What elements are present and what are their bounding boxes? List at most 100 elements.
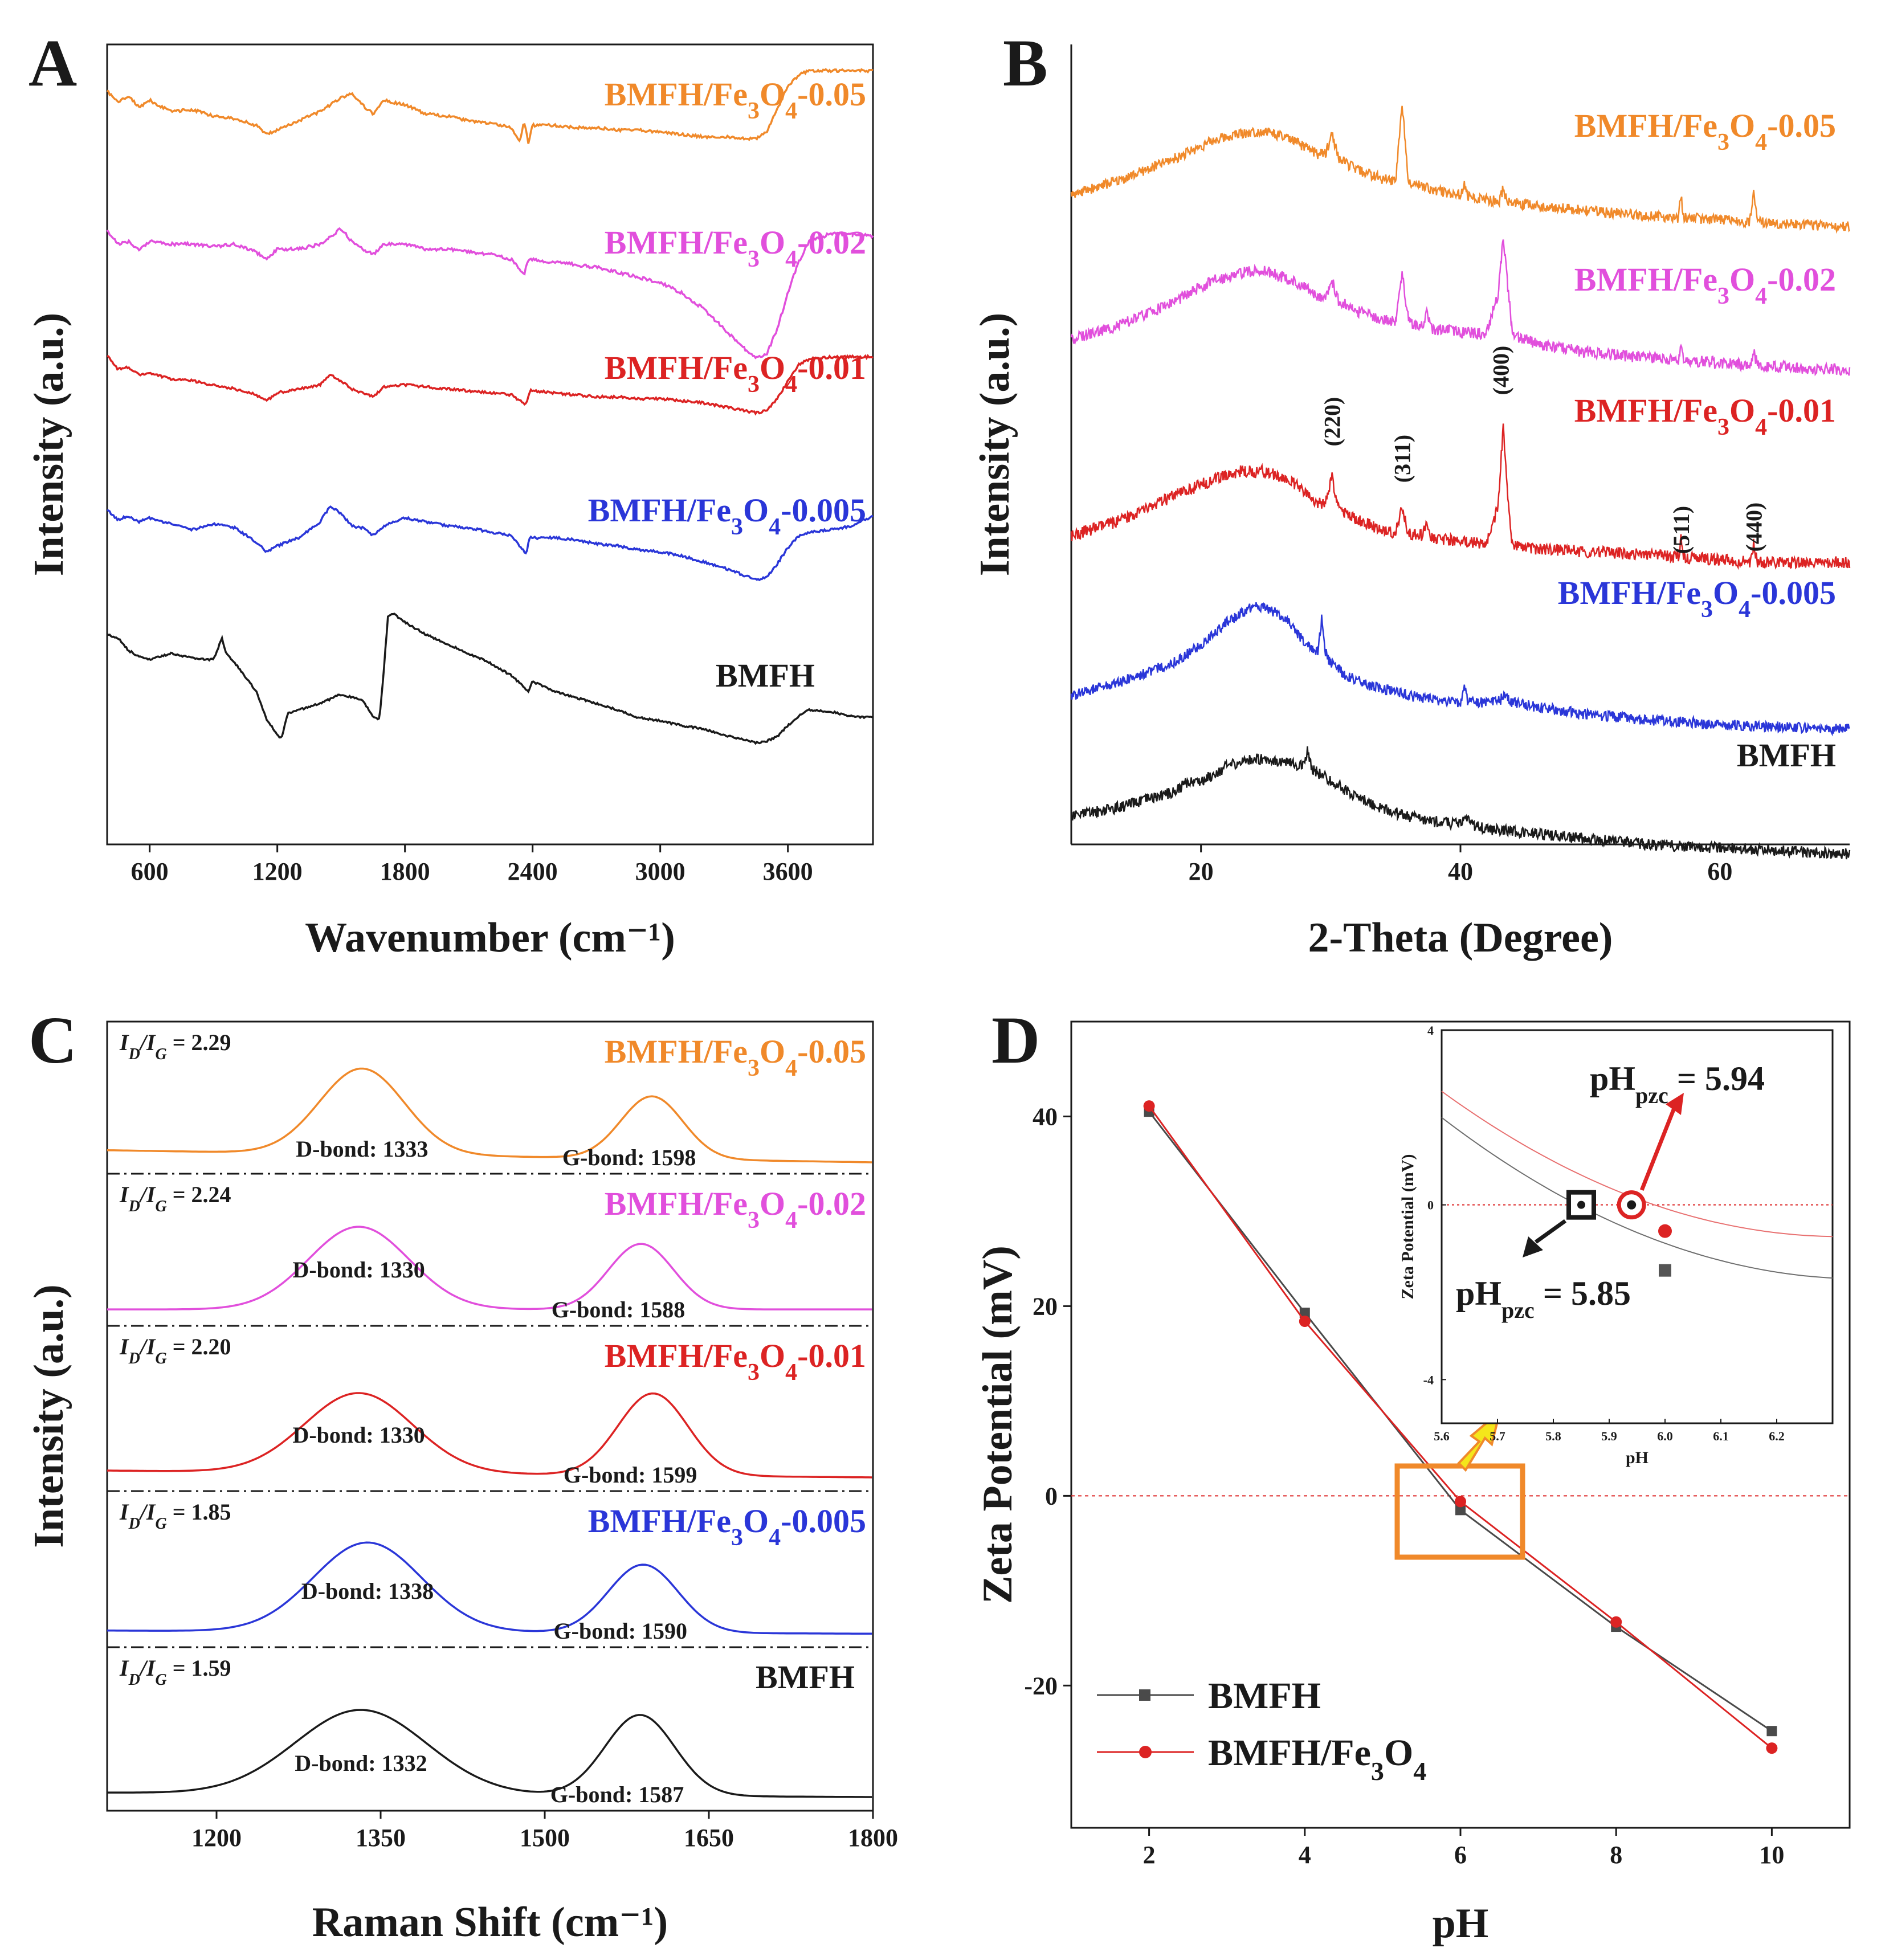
- panel-d-inset-x-tick-label-6: 6.2: [1769, 1429, 1785, 1443]
- panel-c-label-1-part-1: 3: [748, 1207, 760, 1234]
- panel-d-pzc-label-0-part-2: = 5.85: [1535, 1275, 1631, 1312]
- panel-d-y-tick-label-0: -20: [1024, 1672, 1058, 1700]
- panel-b-label-3-part-3: 4: [1739, 597, 1750, 623]
- panel-a-label-3-part-2: O: [743, 492, 769, 529]
- panel-c-ratio-val-0: = 2.29: [167, 1030, 231, 1055]
- panel-d-point-1-1: [1299, 1316, 1311, 1328]
- panel-c-label-0-part-0: BMFH/Fe: [605, 1033, 748, 1070]
- panel-d-legend-text-1-part-0: BMFH/Fe: [1208, 1732, 1371, 1774]
- panel-b-line-3: [1070, 602, 1850, 737]
- panel-a-line-3: [107, 505, 874, 582]
- panel-d-pzc-label-1-part-2: = 5.94: [1668, 1060, 1765, 1097]
- panel-c-ratio-i1-0: I: [119, 1030, 129, 1055]
- panel-c-label-2-part-3: 4: [785, 1359, 797, 1386]
- panel-a-label-0: BMFH/Fe3O4-0.05: [605, 76, 866, 124]
- panel-b-peak-label-2: (400): [1488, 346, 1514, 395]
- panel-c-ratio-i1-4: I: [119, 1655, 129, 1681]
- panel-a-x-tick-label-3: 2400: [508, 858, 558, 885]
- panel-c-g-label-1: G-bond: 1588: [552, 1297, 685, 1322]
- panel-a-label-3-part-0: BMFH/Fe: [588, 492, 731, 529]
- panel-d-pzc-arrow-red-icon: [1639, 1104, 1678, 1191]
- panel-c-d-label-1: D-bond: 1330: [292, 1257, 425, 1283]
- panel-c-ratio-1: ID/IG = 2.24: [119, 1182, 231, 1215]
- panel-b-label-2-part-0: BMFH/Fe: [1574, 392, 1717, 429]
- panel-b-line-4: [1070, 746, 1851, 860]
- panel-b-label-1-part-2: O: [1729, 261, 1755, 298]
- panel-c-ratio-slash-1: /I: [138, 1182, 156, 1207]
- panel-a-label-1: BMFH/Fe3O4-0.02: [605, 224, 866, 272]
- panel-d-pzc-label-0-part-1: pzc: [1501, 1297, 1535, 1323]
- panel-c-label-2-part-1: 3: [748, 1359, 760, 1386]
- panel-a-label-2-part-3: 4: [785, 371, 797, 398]
- panel-d-inset-x-tick-label-4: 6.0: [1657, 1429, 1673, 1443]
- panel-b-peak-label-4: (440): [1741, 503, 1767, 552]
- panel-b-label-1: BMFH/Fe3O4-0.02: [1574, 261, 1836, 309]
- panel-b-x-tick-label-2: 60: [1707, 858, 1732, 885]
- panel-c-ratio-g-3: G: [156, 1515, 167, 1533]
- panel-a-label-0-part-3: 4: [785, 98, 797, 124]
- panel-d-pzc-square-marker: [1566, 1190, 1596, 1220]
- panel-a-line-4: [107, 612, 874, 745]
- panel-c-ratio-d-0: D: [128, 1046, 140, 1063]
- panel-c-g-label-3: G-bond: 1590: [554, 1618, 688, 1644]
- panel-b-label-1-part-1: 3: [1717, 283, 1729, 309]
- panel-a-x-tick-label-0: 600: [131, 858, 169, 885]
- panel-a-label-1-part-4: -0.02: [797, 224, 866, 261]
- panel-b-label-3-part-0: BMFH/Fe: [1558, 574, 1701, 611]
- panel-d-pzc-arrowhead-red-icon: [1666, 1093, 1684, 1115]
- panel-d-inset-curve-0: [1441, 1117, 1833, 1279]
- panel-d-pzc-label-1-part-0: pH: [1590, 1060, 1635, 1097]
- panel-b-line-0: [1070, 105, 1850, 234]
- panel-a-label-2-part-1: 3: [748, 371, 760, 398]
- panel-b-label-0-part-2: O: [1729, 107, 1755, 144]
- panel-a-line-0: [107, 68, 874, 144]
- panel-d-letter: D: [991, 1003, 1040, 1077]
- panel-c-ratio-i1-1: I: [119, 1182, 129, 1207]
- panel-d-inset: 5.6 5.7 5.8 5.9 6.0 6.1 6.2 -4 0 4 pH Zeta Potentia…: [1398, 1023, 1834, 1467]
- panel-d-pzc-square-dot: [1577, 1200, 1585, 1209]
- panel-c-line-4: [107, 1709, 872, 1798]
- panel-d-inset-x-tick-label-1: 5.7: [1490, 1429, 1505, 1443]
- panel-b-label-0-part-4: -0.05: [1767, 107, 1836, 144]
- panel-d-zoom-arrow-icon: [1457, 1408, 1502, 1472]
- panel-c-ratio-g-2: G: [156, 1350, 167, 1367]
- panel-b-label-3-part-1: 3: [1701, 597, 1713, 623]
- panel-c-ratio-g-4: G: [156, 1671, 167, 1689]
- panel-a-label-3: BMFH/Fe3O4-0.005: [588, 492, 866, 540]
- panel-d-legend-marker-0: [1139, 1689, 1150, 1701]
- panel-c-ratio-i1-2: I: [119, 1334, 129, 1359]
- panel-c-x-tick-label-4: 1800: [848, 1824, 898, 1852]
- panel-d-point-1-2: [1455, 1496, 1466, 1508]
- panel-c-d-label-0: D-bond: 1333: [296, 1136, 428, 1162]
- panel-a-x-tick-label-1: 1200: [252, 858, 303, 885]
- panel-d-inset-xlabel: pH: [1626, 1448, 1649, 1467]
- panel-a: BMFH/Fe3O4-0.05BMFH/Fe3O4-0.02BMFH/Fe3O4…: [26, 26, 874, 961]
- panel-c-line-0: [107, 1067, 872, 1163]
- panel-b-label-4: BMFH: [1737, 737, 1836, 774]
- panel-c-label-0: BMFH/Fe3O4-0.05: [605, 1033, 866, 1081]
- panel-a-ylabel: Intensity (a.u.): [26, 313, 72, 577]
- panel-d-inset-x-tick-label-2: 5.8: [1545, 1429, 1561, 1443]
- panel-b-peak-label-3: (511): [1668, 506, 1694, 554]
- panel-c-ratio-d-1: D: [128, 1198, 140, 1215]
- panel-a-label-1-part-3: 4: [785, 246, 797, 272]
- panel-b-label-2-part-1: 3: [1717, 414, 1729, 440]
- panel-b-label-1-part-3: 4: [1755, 283, 1767, 309]
- panel-d-ylabel: Zeta Potential (mV): [974, 1246, 1021, 1604]
- panel-a-x-tick-label-5: 3600: [763, 858, 813, 885]
- panel-d-inset-frame: [1441, 1029, 1834, 1424]
- panel-c-label-3-part-1: 3: [731, 1525, 743, 1551]
- panel-d-point-1-4: [1766, 1742, 1778, 1754]
- panel-a-label-4-part-0: BMFH: [716, 657, 815, 694]
- panel-a-label-3-part-3: 4: [769, 514, 781, 540]
- panel-d-inset-y-tick-label-2: 4: [1427, 1023, 1434, 1038]
- panel-c-label-3-part-2: O: [743, 1502, 769, 1540]
- panel-c-label-2-part-0: BMFH/Fe: [605, 1337, 748, 1374]
- panel-b-label-3-part-4: -0.005: [1750, 574, 1836, 611]
- panel-d-inset-point-0: [1659, 1264, 1671, 1277]
- panel-b-label-3: BMFH/Fe3O4-0.005: [1558, 574, 1836, 623]
- panel-c-x-tick-label-0: 1200: [191, 1824, 242, 1852]
- panel-a-label-2-part-4: -0.01: [797, 349, 866, 386]
